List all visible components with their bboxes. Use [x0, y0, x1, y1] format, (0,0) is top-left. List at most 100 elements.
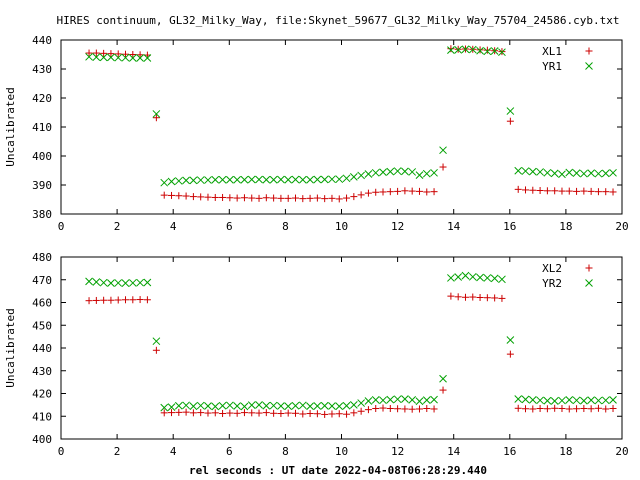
data-point — [506, 117, 514, 125]
y-axis-label: Uncalibrated — [4, 87, 17, 166]
data-point — [422, 396, 431, 404]
data-point — [364, 170, 373, 178]
data-point — [558, 396, 566, 405]
data-point — [357, 407, 365, 415]
data-point — [262, 409, 270, 417]
data-point — [587, 396, 595, 404]
data-point — [328, 402, 336, 410]
data-point — [100, 49, 108, 57]
data-point — [204, 193, 212, 201]
data-point — [291, 409, 299, 417]
x-axis-label: rel seconds : UT date 2022-04-08T06:28:2… — [189, 464, 487, 477]
data-point — [602, 188, 610, 196]
data-point — [357, 191, 365, 199]
data-point — [536, 405, 544, 413]
y-tick-label: 440 — [32, 34, 52, 47]
data-point — [469, 293, 477, 301]
x-tick-label: 8 — [282, 220, 289, 233]
y-tick-label: 400 — [32, 150, 52, 163]
data-point — [343, 194, 351, 202]
data-point — [218, 175, 227, 184]
data-point — [270, 194, 278, 202]
x-tick-label: 20 — [615, 445, 628, 458]
data-point — [468, 272, 477, 281]
x-tick-label: 18 — [559, 445, 572, 458]
y-tick-label: 480 — [32, 251, 52, 264]
data-point — [107, 279, 115, 288]
data-point — [233, 409, 241, 417]
data-point — [128, 279, 137, 287]
data-point — [321, 410, 329, 418]
data-point — [408, 405, 416, 413]
data-point — [364, 189, 372, 197]
data-point — [167, 403, 176, 412]
data-point — [233, 402, 242, 410]
data-point — [551, 404, 559, 412]
data-point — [543, 187, 551, 195]
data-point — [99, 278, 108, 287]
x-tick-label: 6 — [226, 445, 233, 458]
data-point — [136, 54, 144, 62]
data-point — [143, 278, 152, 287]
data-point — [204, 402, 212, 410]
y-tick-label: 430 — [32, 63, 52, 76]
data-point — [454, 273, 463, 281]
data-point — [415, 187, 423, 195]
data-point — [558, 170, 566, 179]
data-point — [270, 409, 278, 417]
data-point — [350, 193, 358, 201]
data-point — [476, 293, 484, 301]
y-tick-label: 420 — [32, 388, 52, 401]
data-point — [129, 51, 137, 58]
x-tick-label: 12 — [391, 220, 404, 233]
data-point — [306, 410, 314, 418]
data-point — [269, 401, 278, 410]
data-point — [401, 405, 409, 413]
x-tick-label: 14 — [447, 445, 461, 458]
data-point — [121, 279, 130, 288]
data-point — [587, 187, 595, 195]
data-point — [189, 176, 198, 185]
data-point — [211, 409, 219, 417]
data-point — [364, 397, 373, 405]
data-point — [114, 296, 122, 304]
data-point — [240, 409, 248, 417]
data-point — [543, 405, 551, 413]
data-point — [197, 409, 205, 417]
data-point — [284, 402, 293, 411]
data-point — [313, 410, 321, 418]
data-point — [114, 53, 123, 62]
data-point — [189, 409, 197, 417]
chart-title: HIRES continuum, GL32_Milky_Way, file:Sk… — [57, 14, 620, 27]
data-point — [528, 167, 537, 176]
data-point — [379, 168, 387, 177]
data-point — [284, 194, 292, 202]
data-point — [447, 292, 455, 300]
data-point — [160, 403, 169, 412]
data-point — [320, 401, 329, 410]
data-point — [160, 409, 168, 417]
data-point — [483, 46, 491, 54]
data-point — [335, 175, 344, 184]
data-point — [522, 186, 530, 194]
data-point — [372, 188, 380, 196]
data-point — [379, 404, 387, 412]
data-point — [328, 410, 336, 418]
data-point — [182, 408, 190, 416]
data-point — [277, 194, 285, 202]
data-point — [255, 401, 263, 409]
data-point — [313, 175, 322, 184]
y-tick-label: 460 — [32, 297, 52, 310]
data-point — [262, 401, 271, 410]
data-point — [136, 278, 144, 287]
data-point — [226, 401, 234, 410]
data-point — [335, 195, 343, 203]
y-tick-label: 390 — [32, 179, 52, 192]
data-point — [114, 279, 123, 287]
data-point — [572, 396, 581, 405]
data-point — [219, 193, 227, 201]
data-point — [506, 107, 515, 115]
y-tick-label: 410 — [32, 410, 52, 423]
data-point — [364, 406, 372, 414]
data-point — [122, 296, 130, 304]
